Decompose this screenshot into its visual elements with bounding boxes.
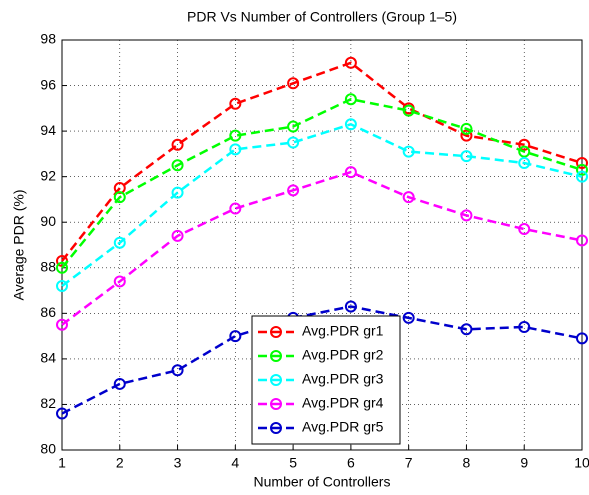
marker	[113, 275, 126, 288]
marker	[171, 138, 184, 151]
marker	[171, 159, 184, 172]
marker	[518, 145, 531, 158]
y-axis-label: Average PDR (%)	[11, 189, 27, 300]
legend-label: Avg.PDR gr2	[302, 347, 384, 363]
y-tick-label: 80	[40, 441, 56, 457]
x-tick-label: 6	[347, 455, 355, 471]
marker	[229, 330, 242, 343]
y-tick-label: 98	[40, 31, 56, 47]
y-tick-label: 94	[40, 122, 56, 138]
marker	[287, 120, 300, 133]
marker	[229, 202, 242, 215]
y-tick-label: 90	[40, 213, 56, 229]
marker	[344, 166, 357, 179]
marker	[344, 56, 357, 69]
x-tick-label: 3	[174, 455, 182, 471]
marker	[518, 223, 531, 236]
marker	[113, 377, 126, 390]
legend-label: Avg.PDR gr1	[302, 323, 384, 339]
marker	[402, 191, 415, 204]
marker	[56, 261, 68, 274]
y-tick-label: 82	[40, 395, 56, 411]
marker	[344, 93, 357, 106]
legend-marker	[270, 326, 282, 338]
series-line	[61, 97, 583, 269]
marker	[344, 118, 357, 131]
marker	[229, 97, 242, 110]
x-tick-label: 1	[58, 455, 66, 471]
x-tick-label: 8	[463, 455, 471, 471]
marker	[460, 129, 473, 142]
marker	[229, 129, 242, 142]
marker	[113, 236, 126, 249]
marker	[518, 321, 531, 333]
marker	[460, 323, 473, 336]
x-tick-label: 2	[116, 455, 124, 471]
x-tick-label: 9	[520, 455, 528, 471]
chart-title: PDR Vs Number of Controllers (Group 1–5)	[187, 9, 457, 25]
marker	[113, 191, 126, 204]
x-tick-label: 10	[574, 455, 589, 471]
marker	[287, 184, 300, 197]
marker	[576, 157, 588, 169]
y-tick-label: 84	[40, 350, 56, 366]
marker	[576, 170, 588, 183]
legend-marker	[270, 398, 282, 410]
marker	[576, 332, 588, 345]
marker	[171, 186, 184, 199]
marker	[171, 229, 184, 242]
legend-marker	[270, 374, 282, 386]
marker	[229, 143, 242, 156]
marker	[402, 311, 415, 324]
legend-marker	[270, 422, 282, 434]
marker	[402, 145, 415, 158]
marker	[287, 136, 300, 149]
marker	[460, 150, 473, 163]
y-tick-label: 96	[40, 76, 56, 92]
legend-label: Avg.PDR gr3	[302, 371, 384, 387]
marker	[56, 318, 68, 331]
legend-marker	[270, 350, 282, 362]
marker	[518, 157, 531, 169]
x-tick-label: 5	[289, 455, 297, 471]
marker	[56, 407, 68, 420]
series-line	[61, 170, 583, 326]
y-tick-label: 86	[40, 304, 56, 320]
x-axis-label: Number of Controllers	[254, 474, 391, 490]
legend-label: Avg.PDR gr4	[302, 395, 384, 411]
marker	[402, 104, 415, 117]
marker	[344, 300, 357, 313]
marker	[518, 138, 531, 151]
x-tick-label: 4	[231, 455, 239, 471]
x-tick-label: 7	[405, 455, 413, 471]
marker	[460, 122, 473, 135]
y-tick-label: 92	[40, 167, 56, 183]
marker	[460, 209, 473, 222]
marker	[171, 364, 184, 377]
y-tick-label: 88	[40, 258, 56, 274]
series-line	[61, 305, 583, 415]
marker	[287, 77, 300, 90]
marker	[56, 280, 68, 292]
marker	[576, 234, 588, 247]
marker	[576, 163, 588, 176]
series-line	[61, 122, 583, 288]
legend-label: Avg.PDR gr5	[302, 419, 384, 435]
